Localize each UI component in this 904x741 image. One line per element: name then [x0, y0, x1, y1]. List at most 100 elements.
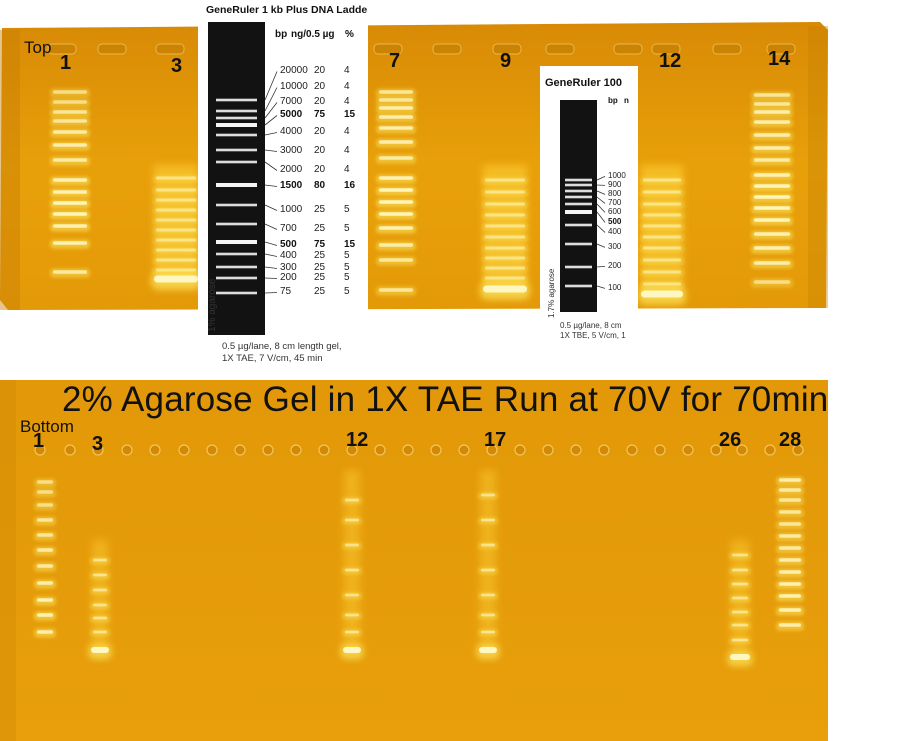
dna-band [640, 201, 684, 209]
ladder-ng: 75 [314, 239, 326, 250]
ladder-bp: 700 [608, 198, 622, 207]
gel-well [792, 444, 804, 456]
dna-band [751, 182, 793, 192]
ladder-bp: 900 [608, 180, 622, 189]
dna-band [376, 241, 416, 251]
dna-band [153, 217, 199, 225]
dna-band [751, 108, 793, 118]
gel-well [545, 43, 575, 55]
top-lane-label: 12 [659, 50, 682, 72]
gel-well [613, 43, 643, 55]
dna-band [151, 272, 201, 291]
gel-well [373, 43, 403, 55]
ladder-band [565, 183, 592, 187]
dna-smear [480, 470, 496, 655]
dna-band [776, 621, 804, 631]
ladder-band [216, 222, 257, 226]
ladder-pct: 15 [344, 239, 356, 250]
ladder-leader-line [264, 115, 278, 126]
dna-band [776, 592, 804, 602]
gel-well [47, 43, 77, 55]
ladder-100bp-panel: GeneRuler 100 bp n 1000 900 800 700 600 500 40… [540, 66, 638, 380]
ladder-1kb-agarose-label: 1% agarose [207, 278, 218, 332]
dna-band [478, 517, 498, 525]
dna-band [34, 531, 56, 541]
dna-band [90, 587, 110, 595]
dna-band [34, 478, 56, 488]
ladder-ng: 25 [314, 223, 326, 234]
ladder-leader-line [264, 184, 278, 187]
ladder-1kb-lane [208, 22, 265, 335]
ladder-leader-line [596, 243, 606, 248]
ladder-leader-line [264, 277, 278, 279]
gel-well [710, 444, 722, 456]
ladder-band [565, 189, 592, 193]
ladder-bp: 3000 [280, 145, 303, 156]
dna-band [727, 651, 753, 667]
gel-well [34, 444, 46, 456]
gel-well [97, 43, 127, 55]
dna-band [729, 567, 751, 575]
dna-band [482, 177, 528, 185]
gel-well [766, 43, 796, 55]
dna-band [776, 606, 804, 616]
bottom-lane-label: 3 [92, 433, 104, 455]
dna-band [342, 497, 362, 505]
dna-band [34, 516, 56, 526]
dna-band [751, 230, 793, 240]
gel-well [155, 43, 185, 55]
dna-band [50, 268, 90, 278]
dna-band [640, 257, 684, 265]
ladder-pct: 5 [344, 250, 350, 261]
gel-well [92, 444, 104, 456]
dna-band [751, 171, 793, 181]
top-lane-label: 7 [389, 50, 401, 72]
dna-band [729, 552, 751, 560]
ladder-band [565, 242, 592, 246]
dna-band [376, 96, 416, 106]
dna-band [342, 567, 362, 575]
dna-band [776, 476, 804, 486]
dna-band [50, 141, 90, 151]
dna-band [50, 239, 90, 249]
dna-band [640, 281, 684, 289]
dna-band [376, 88, 416, 98]
ladder-leader-line [596, 196, 606, 204]
ladder-ng: 20 [314, 164, 326, 175]
ladder-1kb-header-ng: ng/0.5 µg [291, 29, 335, 40]
dna-band [751, 244, 793, 254]
top-lane-label: 1 [60, 52, 72, 74]
dna-band [478, 612, 498, 620]
dna-band [153, 227, 199, 235]
dna-band [50, 176, 90, 186]
dna-band [729, 595, 751, 603]
gel-well [458, 444, 470, 456]
ladder-ng: 20 [314, 96, 326, 107]
ladder-leader-line [264, 223, 278, 230]
ladder-band [216, 160, 257, 164]
ladder-bp: 75 [280, 286, 292, 297]
dna-band [476, 644, 500, 660]
dna-band [90, 602, 110, 610]
ladder-100bp-title: GeneRuler 100 [545, 77, 623, 89]
ladder-pct: 4 [344, 96, 350, 107]
dna-band [34, 611, 56, 621]
dna-band [751, 216, 793, 226]
ladder-100bp-header-extra: n [624, 96, 629, 105]
ladder-pct: 4 [344, 164, 350, 175]
dna-band [376, 256, 416, 266]
gel-well [346, 444, 358, 456]
ladder-leader-line [264, 149, 278, 152]
dna-band [482, 201, 528, 209]
gel-well [402, 444, 414, 456]
dna-band [482, 212, 528, 220]
dna-band [50, 199, 90, 209]
ladder-bp: 300 [608, 242, 622, 251]
gel-well [682, 444, 694, 456]
ladder-ng: 75 [314, 109, 326, 120]
ladder-leader-line [264, 204, 278, 211]
gel-well [486, 444, 498, 456]
ladder-100bp-lane [560, 100, 597, 312]
ladder-pct: 15 [344, 109, 356, 120]
